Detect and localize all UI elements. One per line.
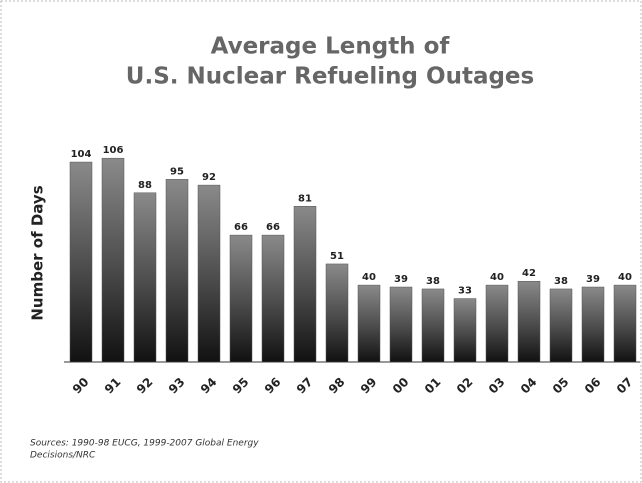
x-tick-label: 94 (198, 375, 220, 397)
bar (101, 157, 125, 363)
data-label: 39 (586, 274, 600, 285)
x-tick-label: 91 (102, 375, 124, 397)
bar (293, 206, 317, 363)
data-label: 38 (554, 276, 568, 287)
x-tick-label: 98 (326, 375, 348, 397)
data-label: 40 (618, 272, 632, 283)
x-tick-label: 95 (230, 375, 252, 397)
bar (133, 192, 157, 363)
data-label: 38 (426, 276, 440, 287)
x-tick-label: 05 (550, 375, 572, 397)
bar (453, 298, 477, 363)
bar (357, 284, 381, 363)
bar (421, 288, 445, 363)
data-label: 39 (394, 274, 408, 285)
bar (581, 286, 605, 363)
data-label: 40 (490, 272, 504, 283)
bar (549, 288, 573, 363)
data-label: 92 (202, 172, 216, 183)
bar (229, 234, 253, 363)
source: Sources: 1990-98 EUCG, 1999-2007 Global … (30, 439, 259, 449)
data-label: 40 (362, 272, 376, 283)
data-label: 42 (522, 268, 536, 279)
x-tick-label: 99 (358, 375, 380, 397)
x-tick-label: 02 (454, 375, 476, 397)
x-tick-label: 92 (134, 375, 156, 397)
x-tick-label: 07 (614, 375, 636, 397)
data-label: 88 (138, 180, 152, 191)
source: Decisions/NRC (30, 451, 96, 461)
data-label: 33 (458, 286, 472, 297)
data-label: 95 (170, 166, 184, 177)
x-tick-label: 03 (486, 375, 508, 397)
bar (325, 263, 349, 363)
data-label: 66 (266, 222, 280, 233)
bar (261, 234, 285, 363)
data-label: 104 (71, 149, 92, 160)
x-tick-label: 06 (582, 375, 604, 397)
bar (485, 284, 509, 363)
bar (69, 161, 93, 363)
bar (389, 286, 413, 363)
x-tick-label: 96 (262, 375, 284, 397)
data-label: 106 (103, 145, 124, 156)
chart-title: Average Length of (211, 34, 451, 60)
chart-title: U.S. Nuclear Refueling Outages (126, 64, 534, 90)
data-label: 51 (330, 251, 344, 262)
bar (613, 284, 637, 363)
data-label: 66 (234, 222, 248, 233)
x-tick-label: 90 (70, 375, 92, 397)
bar (197, 184, 221, 363)
x-tick-label: 93 (166, 375, 188, 397)
bar (517, 280, 541, 363)
x-tick-label: 97 (294, 375, 316, 397)
x-tick-label: 00 (390, 375, 412, 397)
y-axis-label: Number of Days (29, 185, 47, 320)
x-tick-label: 04 (518, 375, 540, 397)
data-label: 81 (298, 193, 312, 204)
x-tick-label: 01 (422, 375, 444, 397)
bar (165, 179, 189, 363)
